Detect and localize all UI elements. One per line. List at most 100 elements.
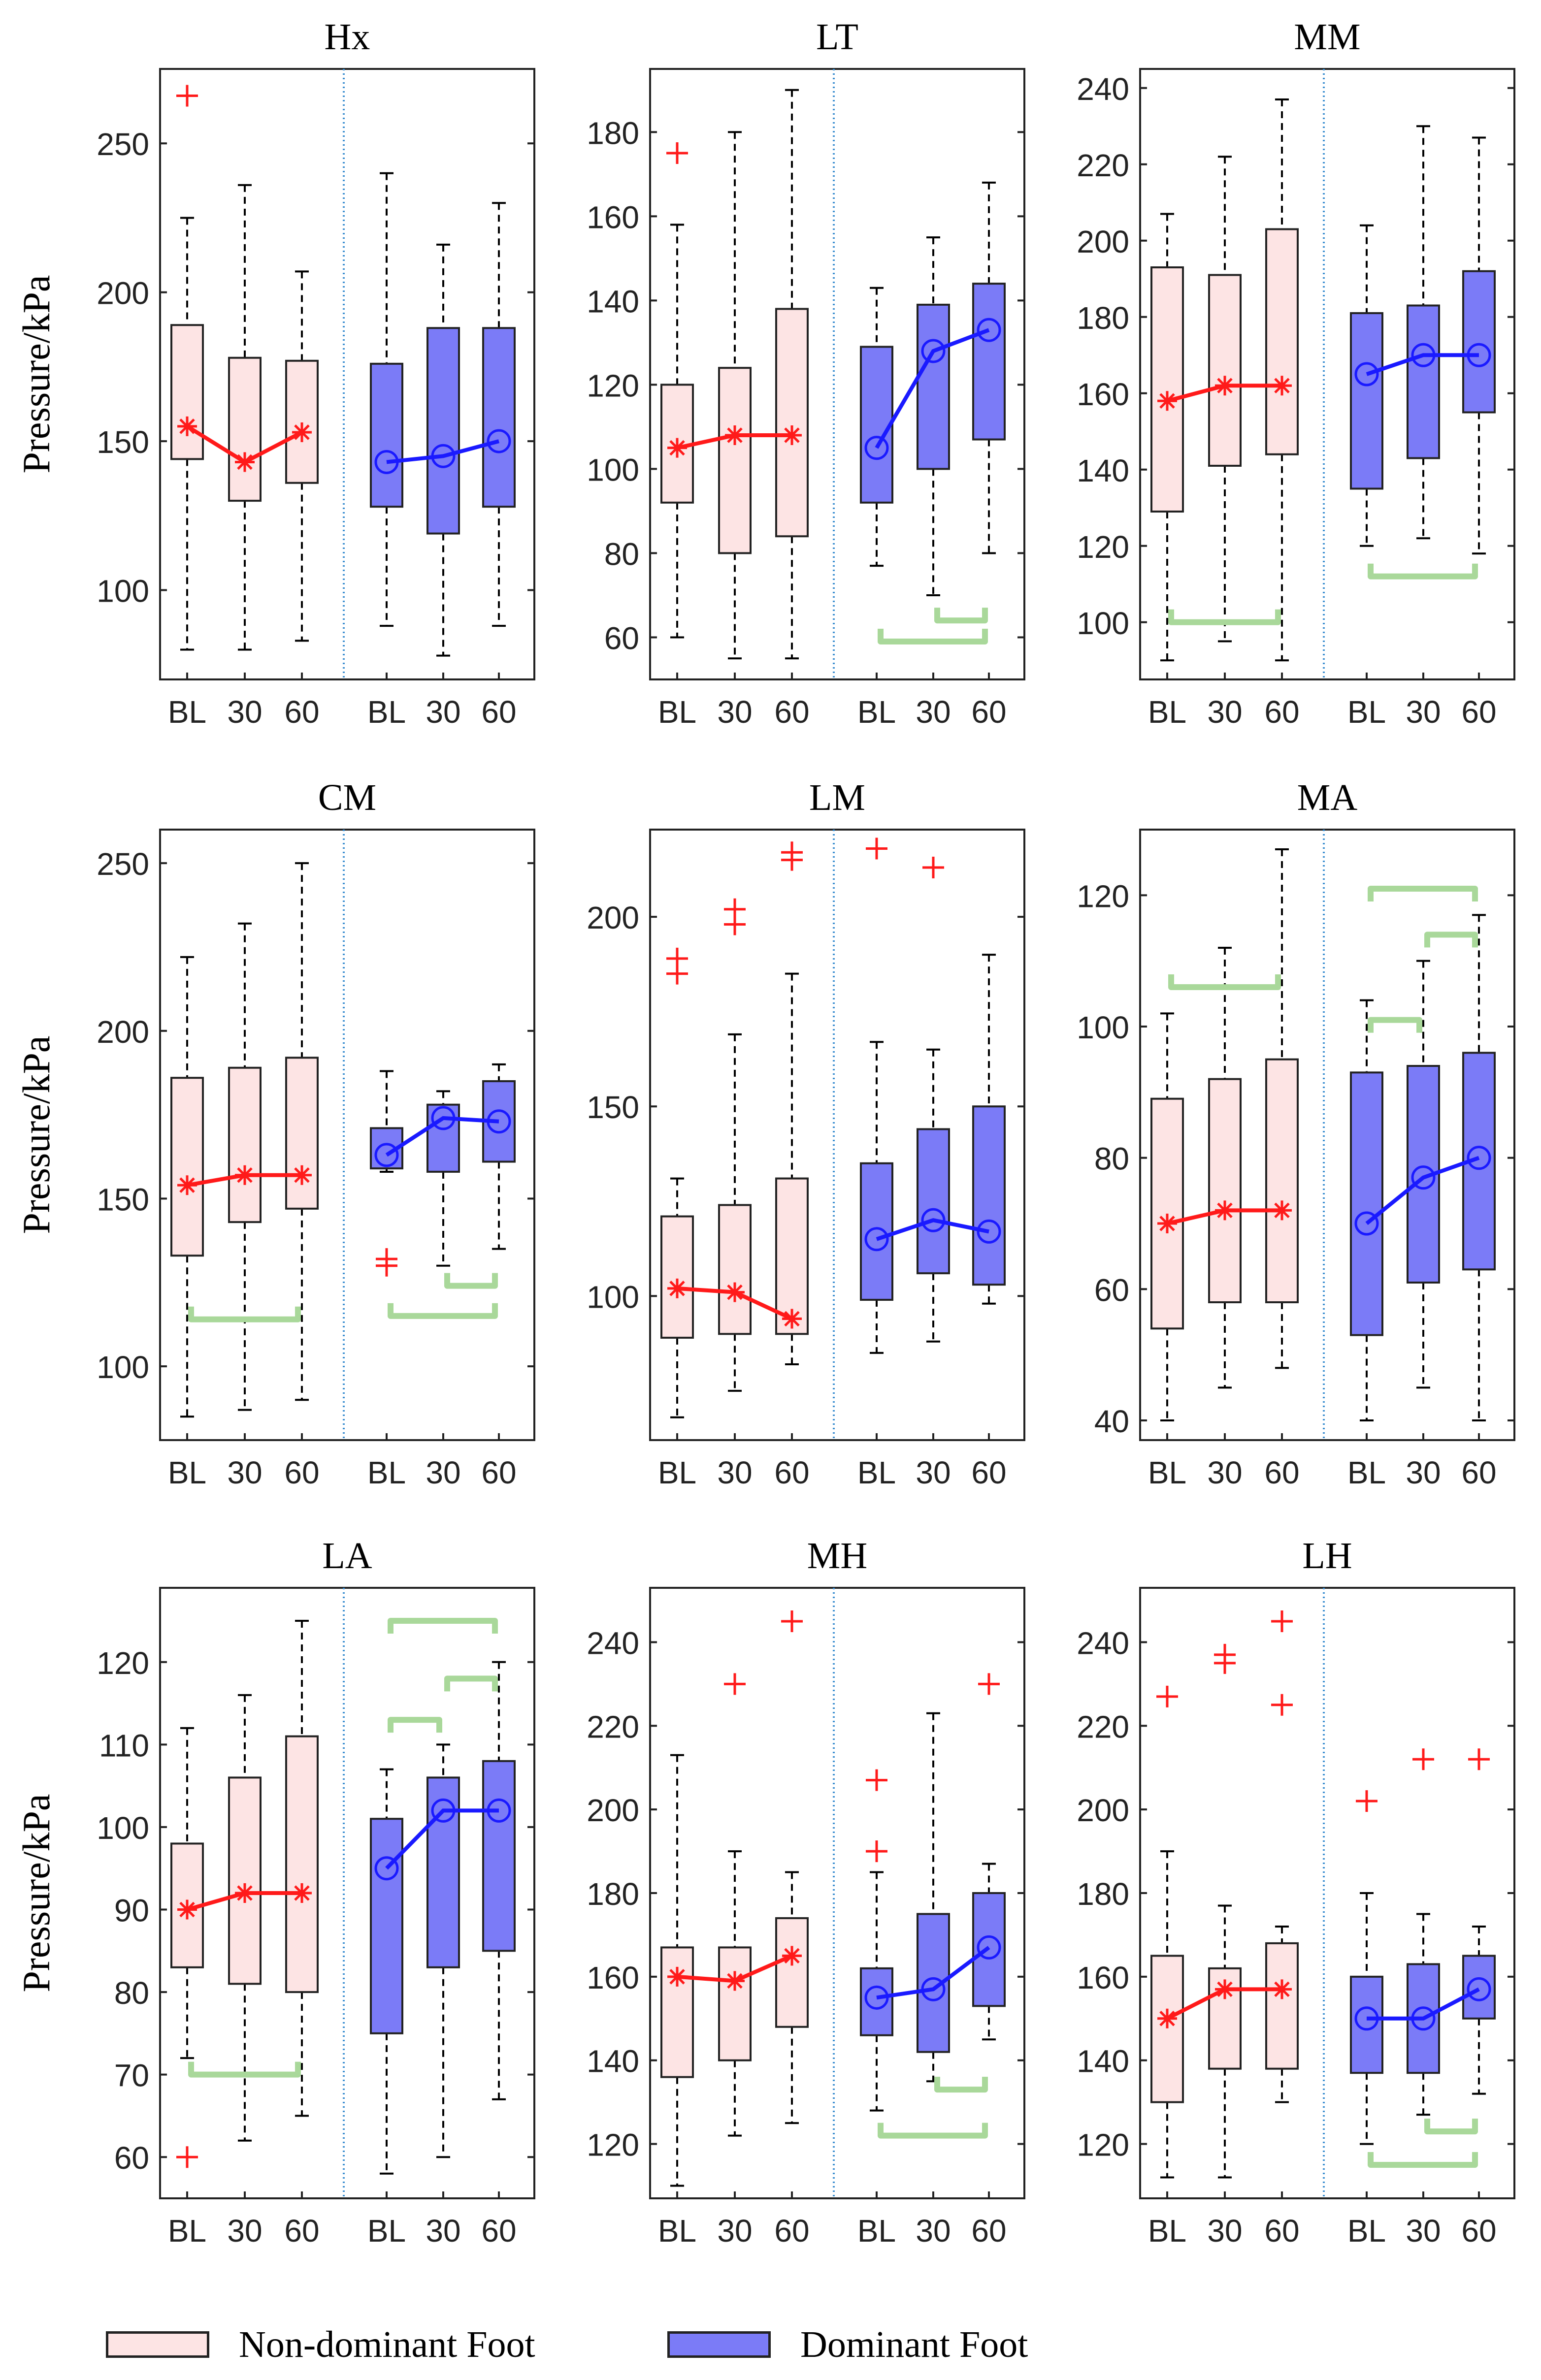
significance-bracket xyxy=(188,2061,301,2078)
nondominant-median-marker xyxy=(292,422,312,442)
dominant-box xyxy=(1462,270,1496,414)
significance-bracket xyxy=(1424,932,1478,948)
nondominant-box xyxy=(1265,1058,1299,1304)
significance-bracket xyxy=(388,1618,498,1634)
y-tick-label: 140 xyxy=(587,284,639,319)
outlier-marker xyxy=(866,837,887,860)
y-tick-label: 180 xyxy=(1077,1876,1129,1912)
nondominant-median-marker xyxy=(235,1883,255,1903)
x-tick-label: BL xyxy=(658,2213,696,2249)
subplot-ma: MA 40 60 80 100 120 BL 30 60 BL 30 60 xyxy=(1077,777,1515,1490)
nondominant-box xyxy=(1265,228,1299,455)
subplot-title: CM xyxy=(318,777,376,818)
axes-frame xyxy=(649,1587,1025,2199)
legend-label-nondominant: Non-dominant Foot xyxy=(239,2323,535,2365)
dominant-median-marker xyxy=(374,450,399,474)
nondominant-box xyxy=(228,356,262,502)
y-tick-label: 120 xyxy=(1077,878,1129,914)
x-tick-label: 60 xyxy=(481,694,516,730)
dominant-median-marker xyxy=(977,318,1001,342)
dominant-median-marker xyxy=(431,444,456,468)
x-tick-label: BL xyxy=(857,1455,896,1490)
outlier-marker xyxy=(1214,1643,1236,1666)
significance-bracket xyxy=(444,1675,498,1692)
legend-item-nondominant: Non-dominant Foot xyxy=(106,2309,535,2380)
dominant-median-marker xyxy=(1354,2006,1379,2031)
axes-frame xyxy=(159,1587,535,2199)
nondominant-median-marker xyxy=(177,1899,197,1920)
nondominant-box xyxy=(285,1057,319,1210)
y-tick-label: 40 xyxy=(1094,1404,1129,1439)
dominant-median-marker xyxy=(1467,1146,1491,1170)
x-tick-label: 30 xyxy=(916,2213,951,2249)
dominant-box xyxy=(1407,304,1440,459)
legend-item-dominant: Dominant Foot xyxy=(667,2309,1028,2380)
y-tick-label: 160 xyxy=(1077,1960,1129,1995)
axes-frame xyxy=(159,68,535,680)
x-tick-label: 60 xyxy=(481,1455,516,1490)
dominant-box xyxy=(972,1105,1006,1286)
y-tick-label: 140 xyxy=(1077,453,1129,488)
outlier-marker xyxy=(1356,1790,1377,1812)
outlier-marker xyxy=(922,857,944,879)
significance-bracket xyxy=(878,2123,988,2139)
significance-bracket xyxy=(388,1717,442,1733)
dominant-median-marker xyxy=(1467,1977,1491,2001)
outlier-marker xyxy=(176,2146,198,2168)
x-tick-label: 30 xyxy=(1207,1455,1242,1490)
y-tick-label: 240 xyxy=(1077,71,1129,107)
dominant-box xyxy=(370,1818,403,2034)
dominant-box xyxy=(917,303,950,470)
axes-frame xyxy=(159,829,535,1441)
x-tick-label: 30 xyxy=(717,2213,752,2249)
nondominant-median-marker xyxy=(1272,1200,1292,1221)
dominant-median-marker xyxy=(374,1143,399,1167)
x-tick-label: 30 xyxy=(1406,2213,1441,2249)
x-tick-label: BL xyxy=(1148,2213,1186,2249)
dominant-median-line xyxy=(1367,1987,1480,2021)
dominant-median-marker xyxy=(921,339,946,363)
y-tick-label: 100 xyxy=(1077,606,1129,641)
y-tick-label: 70 xyxy=(114,2058,149,2093)
y-tick-label: 200 xyxy=(97,1014,149,1050)
nondominant-box xyxy=(718,367,752,554)
y-tick-label: 160 xyxy=(587,1960,639,1995)
nondominant-box xyxy=(1150,1955,1184,2103)
y-tick-label: 240 xyxy=(1077,1625,1129,1661)
x-tick-label: BL xyxy=(857,2213,896,2249)
outlier-marker xyxy=(781,1610,803,1632)
y-tick-label: 60 xyxy=(114,2140,149,2176)
nondominant-median-marker xyxy=(782,1309,802,1329)
nondominant-median-marker xyxy=(1215,376,1235,396)
x-tick-label: BL xyxy=(1347,694,1386,730)
x-tick-label: 60 xyxy=(284,2213,319,2249)
y-tick-label: 100 xyxy=(587,1279,639,1315)
y-tick-label: 100 xyxy=(97,1810,149,1846)
y-tick-label: 140 xyxy=(587,2044,639,2079)
nondominant-box xyxy=(718,1204,752,1335)
nondominant-median-marker xyxy=(1157,2008,1177,2028)
dominant-median-marker xyxy=(921,1208,946,1232)
x-tick-label: 60 xyxy=(1461,1455,1496,1490)
x-tick-label: 60 xyxy=(774,694,809,730)
y-tick-label: 200 xyxy=(1077,224,1129,259)
x-tick-label: 30 xyxy=(426,2213,460,2249)
y-tick-label: 60 xyxy=(1094,1272,1129,1308)
subplot-title: LH xyxy=(1302,1535,1352,1576)
x-tick-label: 60 xyxy=(284,694,319,730)
y-axis-label: Pressure/kPa xyxy=(15,1794,58,1993)
significance-bracket xyxy=(934,608,988,624)
y-tick-label: 80 xyxy=(114,1975,149,2011)
dominant-median-marker xyxy=(1411,2006,1436,2031)
y-tick-label: 180 xyxy=(587,115,639,151)
nondominant-box xyxy=(1150,266,1184,513)
nondominant-box xyxy=(775,308,809,538)
x-tick-label: BL xyxy=(367,2213,406,2249)
outlier-marker xyxy=(724,898,746,920)
dominant-median-marker xyxy=(864,1985,889,2010)
y-tick-label: 120 xyxy=(587,368,639,403)
nondominant-median-marker xyxy=(1272,1979,1292,1999)
dominant-median-line xyxy=(386,439,500,464)
x-tick-label: 60 xyxy=(1264,2213,1299,2249)
nondominant-median-marker xyxy=(1215,1979,1235,1999)
